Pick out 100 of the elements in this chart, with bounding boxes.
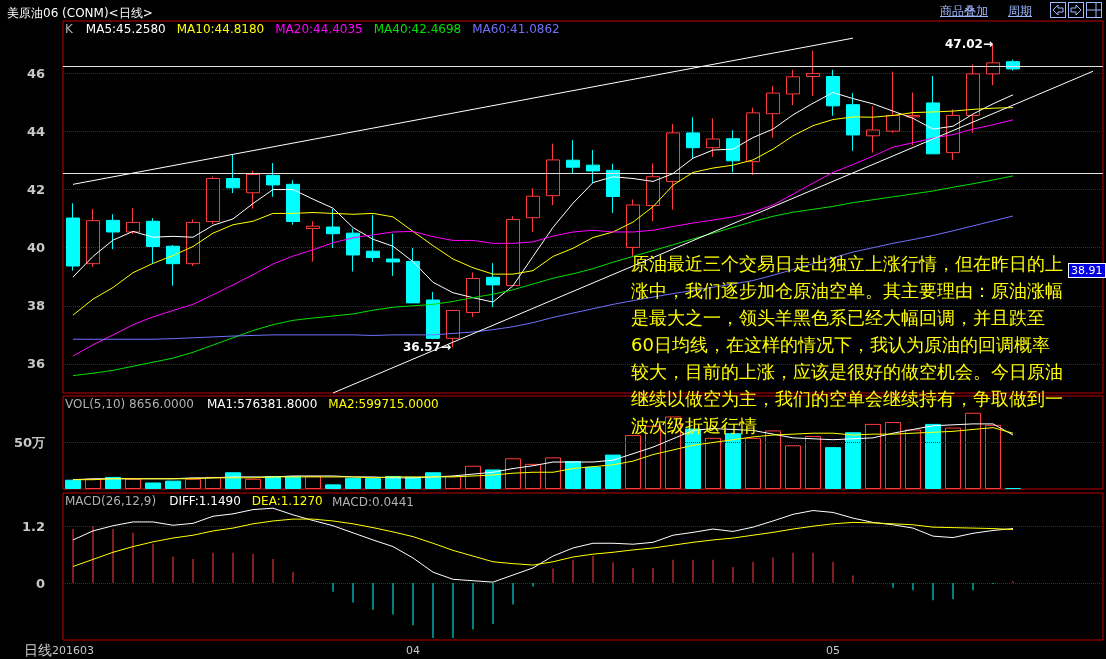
candlestick: [526, 187, 540, 233]
candlestick: [586, 149, 600, 184]
text: MA60:41.0862: [472, 22, 560, 36]
bar: [905, 429, 921, 489]
candlestick: [646, 162, 660, 222]
candlestick: [926, 75, 940, 155]
bar: [345, 477, 361, 489]
bar: [525, 463, 541, 489]
text: MA10:44.8180: [176, 22, 265, 36]
candlestick: [566, 139, 580, 174]
legend-title: MACD(26,12,9): [65, 494, 157, 508]
y-tick-label: 42: [26, 182, 45, 198]
bar: [185, 478, 201, 489]
bar: [405, 476, 421, 489]
candlestick: [366, 214, 380, 263]
annotation: MACD:0.0441: [332, 495, 415, 509]
bar: [925, 423, 941, 489]
bar: [545, 457, 561, 489]
bar: [465, 465, 481, 489]
annotation: 47.02→: [945, 37, 994, 51]
candlestick: [146, 217, 160, 265]
x-tick-label: 201603: [52, 644, 94, 657]
bar: [765, 430, 781, 489]
bar: [505, 458, 521, 489]
text: MA20:44.4035: [275, 22, 363, 36]
candlestick: [406, 247, 420, 304]
y-tick-label: 40: [26, 240, 45, 256]
bar: [845, 432, 861, 489]
series-label: DEA:1.1270: [251, 494, 323, 508]
bar: [865, 423, 881, 489]
bar: [725, 433, 741, 489]
bar: [325, 484, 341, 489]
bar: [605, 454, 621, 489]
text: MA1:576381.8000: [206, 397, 318, 411]
candlestick: [826, 69, 840, 117]
candlestick: [606, 163, 620, 214]
bar: [825, 447, 841, 489]
bar: [145, 482, 161, 489]
bar: [985, 424, 1001, 489]
candlestick: [266, 162, 280, 198]
candlestick: [106, 213, 120, 250]
candlestick: [86, 208, 100, 268]
x-axis-title: 日线: [24, 642, 52, 658]
candlestick: [126, 207, 140, 235]
y-tick-label: 38: [26, 298, 45, 314]
line-series: [72, 507, 1014, 583]
candlestick: [426, 291, 440, 340]
candlestick: [166, 244, 180, 287]
candlestick: [686, 116, 700, 160]
candlestick: [286, 179, 300, 226]
bar: [245, 478, 261, 489]
y-tick-label: 36: [26, 356, 45, 372]
text: MA2:599715.0000: [328, 397, 439, 411]
bar: [745, 437, 761, 489]
candlestick: [186, 219, 200, 267]
legend-title: VOL(5,10) 8656.0000: [65, 397, 194, 411]
candlestick: [306, 220, 320, 263]
y-tick-label: 44: [26, 123, 45, 139]
series-label: DIFF:1.1490: [169, 494, 241, 508]
text: 商品叠加: [940, 3, 988, 20]
candlestick: [326, 208, 340, 249]
y-tick-label: 0: [35, 575, 45, 591]
candlestick: [386, 233, 400, 277]
candlestick: [466, 271, 480, 318]
y-tick-label: 50万: [13, 435, 45, 450]
candlestick: [746, 107, 760, 176]
candlestick: [706, 117, 720, 158]
y-tick-label: 46: [26, 65, 45, 81]
candlestick: [946, 108, 960, 161]
text: 周期: [1008, 3, 1032, 20]
bar: [365, 477, 381, 489]
candlestick: [806, 50, 820, 97]
bar: [785, 445, 801, 489]
bar: [705, 437, 721, 489]
bar: [885, 422, 901, 489]
candlestick: [666, 123, 680, 211]
bar: [805, 435, 821, 489]
candlestick: [726, 129, 740, 173]
chart-title: 美原油06 (CONM)<日线>: [7, 6, 153, 20]
bar: [65, 479, 81, 489]
candlestick: [66, 202, 80, 272]
text: MA40:42.4698: [373, 22, 462, 36]
x-tick-label: 04: [406, 644, 420, 657]
candlestick: [846, 92, 860, 152]
candlestick: [786, 69, 800, 106]
line-series: [72, 518, 1014, 567]
candlestick: [866, 105, 880, 154]
bar: [945, 427, 961, 489]
x-tick-label: 05: [826, 644, 840, 657]
candlestick: [546, 143, 560, 206]
candlestick: [766, 85, 780, 139]
candlestick: [626, 198, 640, 257]
candlestick: [206, 175, 220, 225]
bar: [165, 480, 181, 489]
candlestick: [246, 170, 260, 210]
candlestick: [966, 63, 980, 134]
bar: [625, 435, 641, 489]
candlestick: [346, 228, 360, 273]
bar: [585, 466, 601, 489]
candlestick: [886, 71, 900, 134]
